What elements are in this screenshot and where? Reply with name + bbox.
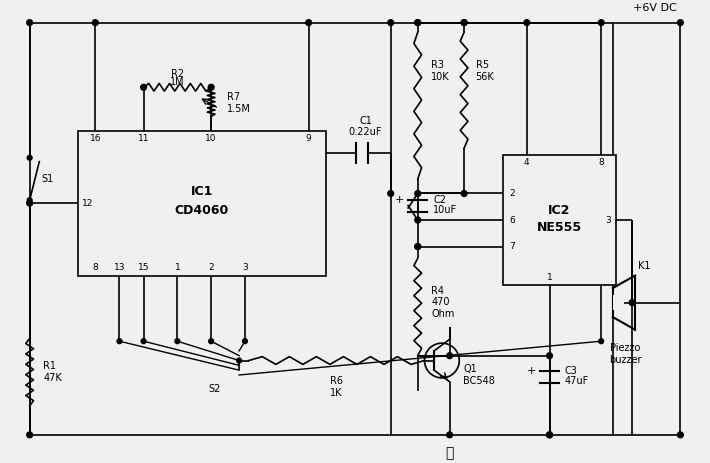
Circle shape [92, 20, 98, 25]
Circle shape [27, 200, 33, 206]
Circle shape [524, 20, 530, 25]
Text: R6
1K: R6 1K [330, 376, 343, 398]
Circle shape [629, 300, 635, 306]
Text: Piezzo
buzzer: Piezzo buzzer [609, 343, 642, 365]
Text: S2: S2 [209, 384, 222, 394]
Text: Q1
BC548: Q1 BC548 [463, 364, 495, 386]
Circle shape [462, 191, 467, 196]
Text: R3
10K: R3 10K [431, 60, 450, 81]
Text: IC2: IC2 [548, 204, 570, 217]
Circle shape [27, 156, 32, 160]
Text: 12: 12 [82, 199, 93, 207]
Text: 8: 8 [599, 158, 604, 167]
Circle shape [209, 339, 214, 344]
Circle shape [415, 191, 420, 196]
Text: 15: 15 [138, 263, 149, 272]
Text: 10: 10 [205, 134, 217, 143]
Text: 13: 13 [114, 263, 125, 272]
Text: R7
1.5M: R7 1.5M [226, 92, 251, 113]
Circle shape [677, 20, 683, 25]
Text: 1M: 1M [170, 77, 185, 88]
Text: 2: 2 [208, 263, 214, 272]
Text: 9: 9 [306, 134, 312, 143]
Text: S1: S1 [41, 174, 53, 184]
Circle shape [388, 191, 393, 196]
Text: 1: 1 [175, 263, 180, 272]
Text: +6V DC: +6V DC [633, 3, 677, 13]
Text: 7: 7 [510, 242, 515, 251]
Text: R2: R2 [171, 69, 184, 79]
Text: 16: 16 [89, 134, 101, 143]
Circle shape [462, 20, 467, 25]
Text: +: + [527, 366, 536, 376]
Circle shape [415, 244, 420, 250]
Text: 11: 11 [138, 134, 149, 143]
Circle shape [547, 353, 552, 358]
Circle shape [547, 432, 552, 438]
Circle shape [547, 432, 552, 438]
Text: 47uF: 47uF [565, 376, 589, 386]
Text: 3: 3 [242, 263, 248, 272]
Circle shape [415, 20, 420, 25]
Text: IC1: IC1 [191, 185, 213, 198]
Circle shape [208, 84, 214, 90]
Bar [503, 155, 616, 285]
Circle shape [677, 432, 683, 438]
Circle shape [175, 339, 180, 344]
Circle shape [243, 339, 247, 344]
Text: R5
56K: R5 56K [476, 60, 494, 81]
Circle shape [599, 339, 604, 344]
Circle shape [415, 244, 420, 250]
Circle shape [415, 217, 420, 223]
Circle shape [27, 432, 33, 438]
Circle shape [388, 20, 393, 25]
Text: C3: C3 [565, 366, 578, 376]
Bar [613, 295, 624, 310]
Text: ⏚: ⏚ [445, 446, 454, 460]
Circle shape [27, 20, 33, 25]
Text: 1: 1 [547, 273, 552, 282]
Circle shape [599, 20, 604, 25]
Text: C1
0.22uF: C1 0.22uF [349, 116, 383, 138]
Text: 10uF: 10uF [433, 205, 457, 215]
Text: 6: 6 [510, 216, 515, 225]
Bar [78, 131, 326, 275]
Text: 8: 8 [92, 263, 98, 272]
Circle shape [236, 358, 241, 363]
Text: C2: C2 [433, 195, 446, 205]
Circle shape [117, 339, 122, 344]
Text: K1: K1 [638, 261, 650, 271]
Circle shape [447, 353, 452, 358]
Circle shape [306, 20, 312, 25]
Circle shape [462, 20, 467, 25]
Text: CD4060: CD4060 [175, 204, 229, 217]
Text: +: + [395, 195, 404, 205]
Text: 4: 4 [524, 158, 530, 167]
Text: NE555: NE555 [537, 221, 581, 234]
Circle shape [141, 84, 146, 90]
Text: R1
47K: R1 47K [43, 361, 62, 383]
Text: R4
470
Ohm: R4 470 Ohm [431, 286, 454, 319]
Circle shape [141, 339, 146, 344]
Text: 2: 2 [510, 189, 515, 198]
Text: 3: 3 [605, 216, 611, 225]
Circle shape [27, 198, 32, 203]
Circle shape [447, 432, 452, 438]
Circle shape [415, 20, 420, 25]
